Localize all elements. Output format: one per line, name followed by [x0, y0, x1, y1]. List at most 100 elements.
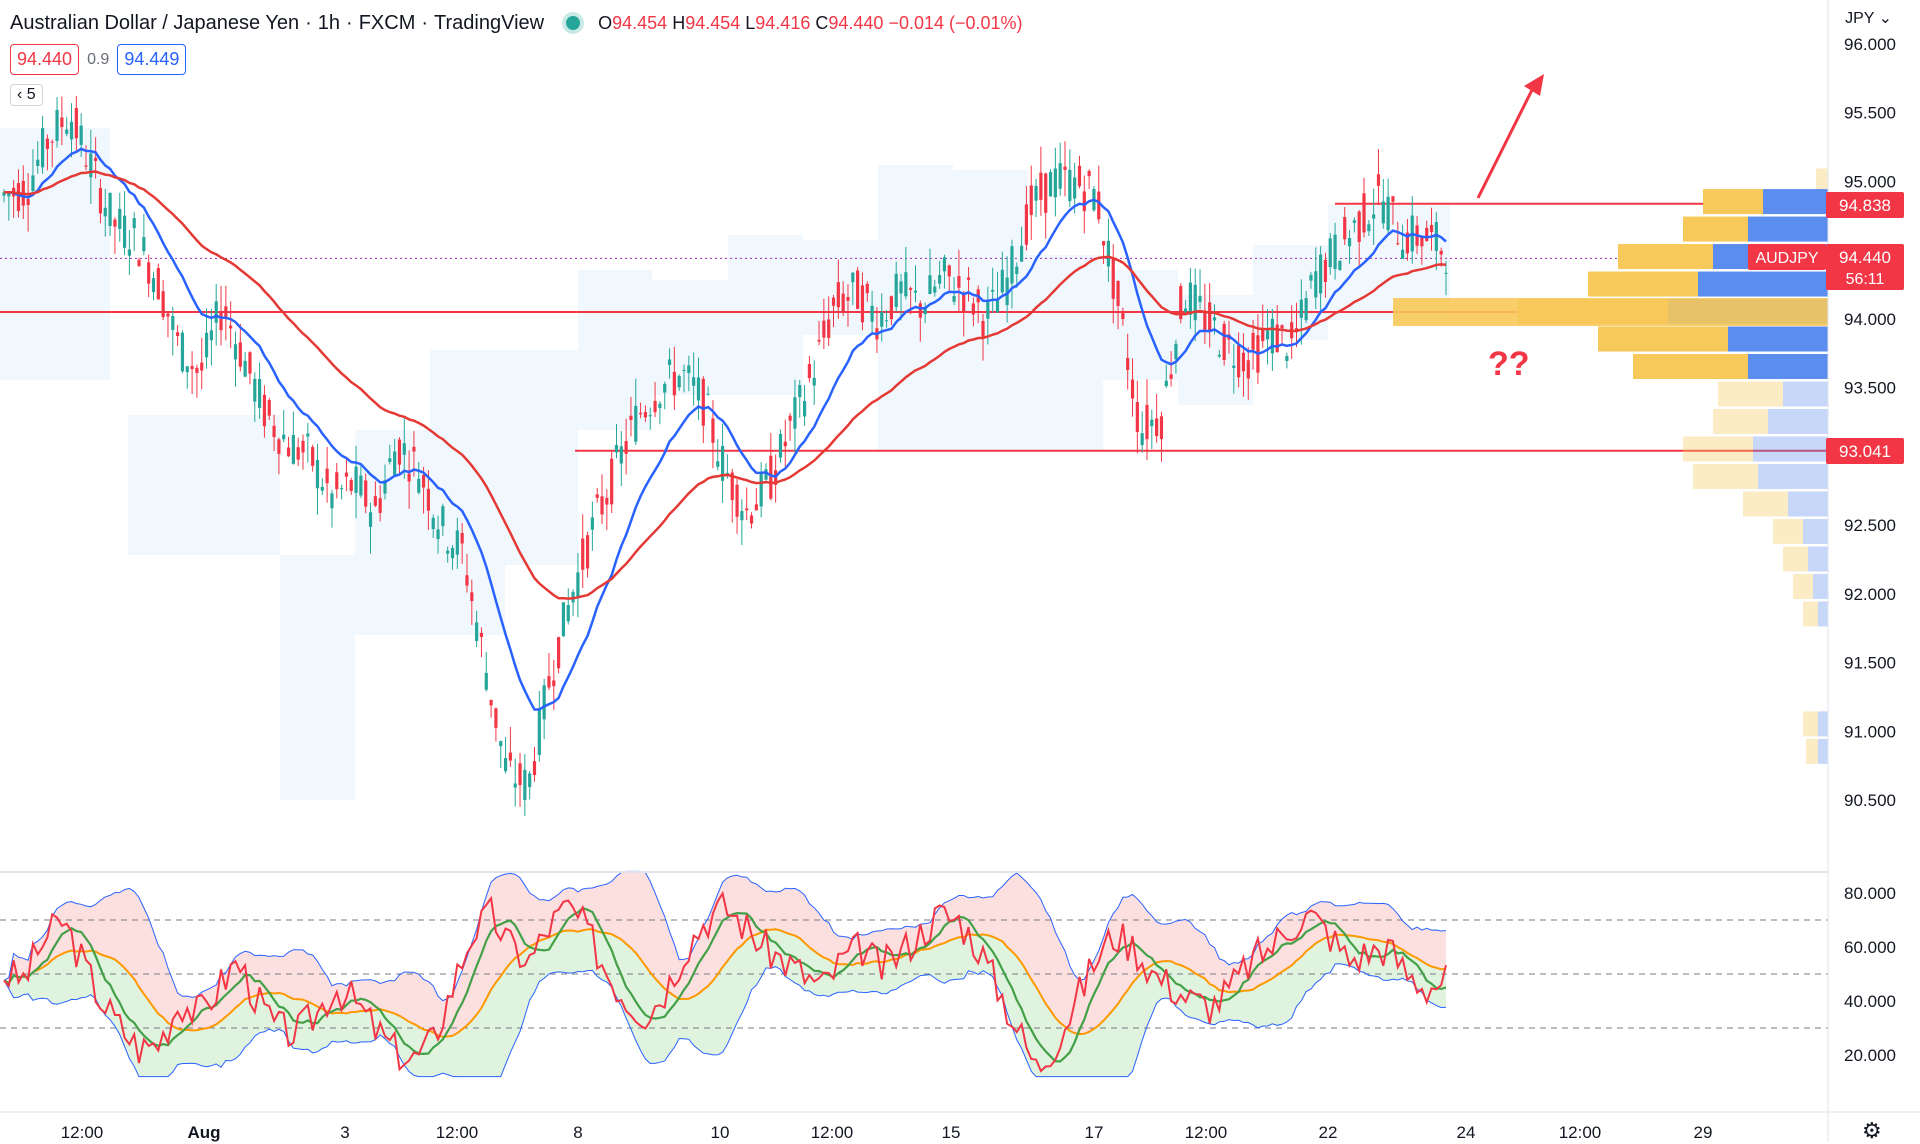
candle-body [913, 290, 918, 293]
y-tick-label: 93.500 [1844, 379, 1896, 398]
candle-body [1208, 302, 1212, 333]
candle-body [489, 699, 493, 706]
candle-body [1130, 379, 1135, 399]
session-box [652, 280, 728, 395]
candle-body [1270, 318, 1274, 354]
vp-sell-bar [1816, 168, 1828, 194]
candle-body [1265, 330, 1270, 340]
candle-body [113, 219, 117, 227]
candle-body [585, 535, 590, 569]
candle-body [412, 446, 416, 452]
x-tick-label: 12:00 [61, 1123, 104, 1142]
candle-body [1434, 222, 1438, 251]
candle-body [1087, 171, 1091, 177]
x-tick-label: 12:00 [811, 1123, 854, 1142]
symbol-name[interactable]: Australian Dollar / Japanese Yen [10, 11, 300, 34]
candle-body [624, 441, 628, 454]
candle-body [865, 283, 869, 294]
candle-body [1029, 185, 1033, 215]
buy-button[interactable]: 94.449 [117, 44, 187, 75]
candle-body [532, 761, 537, 776]
candle-body [1444, 272, 1448, 274]
candle-body [542, 685, 546, 720]
candle-body [277, 439, 281, 454]
candle-body [1019, 245, 1024, 262]
candle-body [475, 622, 479, 641]
candle-body [1304, 298, 1308, 321]
candle-body [682, 369, 686, 371]
candle-body [1015, 266, 1019, 274]
session-box [280, 555, 355, 800]
candle-body [272, 425, 276, 438]
support-tag-bg [1826, 438, 1904, 464]
candle-body [595, 494, 599, 498]
candle-body [831, 297, 836, 306]
candle-body [677, 376, 681, 388]
candle-body [711, 418, 715, 443]
candle-body [1039, 172, 1043, 200]
candle-body [55, 109, 59, 142]
x-tick-label: 29 [1694, 1123, 1713, 1142]
resistance-tag: 94.838 [1839, 196, 1891, 215]
candle-body [122, 215, 127, 248]
candle-body [1212, 317, 1217, 321]
session-box [803, 240, 878, 335]
indicator-count-toggle[interactable]: ‹ 5 [10, 84, 43, 106]
candle-body [672, 371, 676, 396]
candle-body [431, 517, 435, 530]
vp-sell-bar [1803, 711, 1818, 737]
sell-button[interactable]: 94.440 [10, 44, 80, 75]
candle-body [190, 366, 194, 370]
candle-body [1241, 352, 1246, 372]
candle-body [1425, 227, 1429, 242]
session-box [355, 430, 430, 635]
candle-body [1198, 295, 1202, 302]
candle-body [537, 708, 541, 755]
candle-body [330, 493, 334, 509]
candle-body [1203, 310, 1207, 332]
candle-body [1275, 324, 1279, 353]
candle-body [98, 187, 103, 214]
ohlc-values: O94.454 H94.454 L94.416 C94.440 −0.014 (… [598, 12, 1023, 33]
candle-body [730, 472, 734, 501]
candle-body [1116, 280, 1120, 306]
settings-gear-icon[interactable]: ⚙ [1862, 1118, 1882, 1143]
y-tick-label: 94.000 [1844, 310, 1896, 329]
candle-body [807, 363, 811, 379]
candle-body [200, 362, 204, 371]
candle-body [918, 303, 922, 318]
interval[interactable]: 1h [317, 11, 341, 34]
candle-body [147, 262, 151, 284]
vp-sell-bar [1683, 216, 1748, 242]
candle-body [108, 192, 112, 227]
y-tick-label: 90.500 [1844, 791, 1896, 810]
candle-body [971, 303, 975, 315]
candle-body [1010, 246, 1014, 284]
rsi-tick-label: 60.000 [1844, 938, 1896, 957]
candle-body [1058, 163, 1062, 189]
candle-body [166, 313, 170, 317]
candle-body [16, 183, 21, 212]
candle-body [986, 302, 990, 319]
candle-body [320, 486, 324, 491]
candle-body [1082, 191, 1086, 212]
candle-body [470, 592, 474, 602]
currency-selector[interactable]: JPY ⌄ [1845, 10, 1892, 27]
candle-body [634, 405, 638, 442]
candle-body [745, 508, 749, 511]
candle-body [648, 415, 652, 417]
candle-body [1328, 238, 1332, 268]
market-open-icon [566, 16, 581, 30]
candle-body [455, 530, 459, 555]
candle-body [127, 249, 131, 256]
candle-body [1077, 165, 1082, 187]
y-tick-label: 92.500 [1844, 516, 1896, 535]
candle-body [421, 475, 426, 488]
vp-buy-bar [1803, 518, 1828, 544]
vp-sell-bar [1806, 738, 1818, 764]
rsi-tick-label: 40.000 [1844, 992, 1896, 1011]
candle-body [1391, 196, 1395, 202]
candle-body [441, 506, 445, 527]
symbol-tag: AUDJPY [1755, 250, 1818, 267]
